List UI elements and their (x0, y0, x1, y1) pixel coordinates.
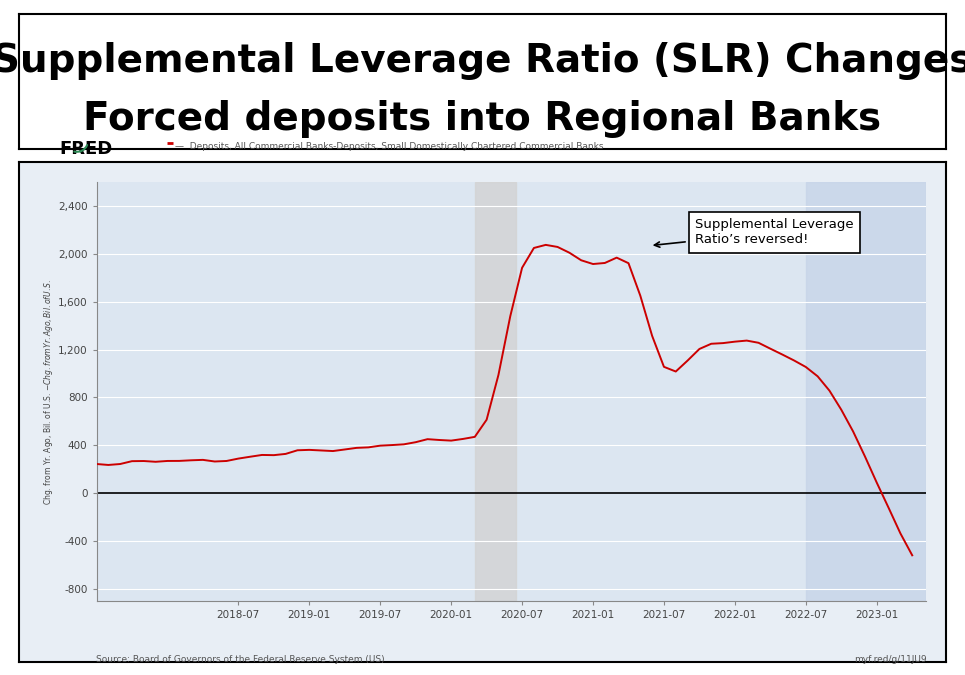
Text: Source: Board of Governors of the Federal Reserve System (US): Source: Board of Governors of the Federa… (96, 655, 385, 664)
Text: —  Deposits, All Commercial Banks-Deposits, Small Domestically Chartered Commerc: — Deposits, All Commercial Banks-Deposit… (176, 142, 604, 151)
Text: myf.red/g/11JU9: myf.red/g/11JU9 (854, 655, 926, 664)
Bar (476, 182, 516, 601)
Text: Supplemental Leverage
Ratio’s reversed!: Supplemental Leverage Ratio’s reversed! (654, 219, 854, 247)
Text: Forced deposits into Regional Banks: Forced deposits into Regional Banks (83, 100, 882, 138)
Bar (806, 182, 926, 601)
Text: FRED: FRED (59, 140, 112, 159)
Y-axis label: Chg. from Yr. Ago, Bil. of U.S. $-Chg. from Yr. Ago, Bil. of U.S. $: Chg. from Yr. Ago, Bil. of U.S. $-Chg. f… (42, 278, 55, 505)
Text: Supplemental Leverage Ratio (SLR) Changes: Supplemental Leverage Ratio (SLR) Change… (0, 42, 965, 80)
